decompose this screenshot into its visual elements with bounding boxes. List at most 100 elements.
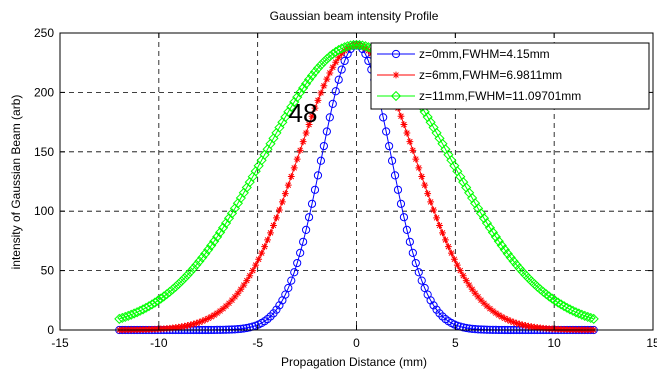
data-point — [439, 229, 446, 237]
data-point — [292, 92, 303, 103]
data-point — [357, 40, 368, 51]
data-point — [315, 59, 327, 71]
data-point — [114, 313, 125, 324]
y-tick-label: 150 — [34, 145, 54, 159]
data-point — [418, 173, 426, 180]
data-point — [402, 225, 412, 235]
data-point — [495, 311, 503, 319]
data-point — [293, 258, 302, 268]
data-point — [328, 99, 337, 108]
data-point — [490, 231, 501, 242]
data-point — [184, 322, 191, 329]
data-point — [164, 286, 175, 297]
data-point — [420, 283, 429, 293]
data-point — [504, 316, 512, 324]
data-point — [459, 272, 467, 280]
data-point — [544, 291, 555, 302]
data-point — [293, 155, 301, 163]
data-point — [310, 185, 320, 194]
data-point — [307, 199, 317, 208]
data-point — [299, 138, 307, 146]
data-point — [364, 47, 372, 55]
y-tick-label: 250 — [34, 26, 54, 40]
data-point — [284, 181, 292, 189]
data-point — [492, 309, 500, 317]
data-point — [178, 323, 185, 331]
data-point — [471, 289, 479, 297]
data-point — [252, 261, 260, 269]
data-point — [306, 70, 318, 81]
data-point — [300, 78, 312, 89]
data-point — [588, 313, 599, 324]
data-point — [276, 206, 283, 214]
data-point — [567, 305, 579, 316]
data-point — [558, 301, 570, 312]
data-point — [173, 278, 184, 290]
data-point — [582, 311, 593, 323]
data-point — [481, 217, 493, 229]
x-tick-label: -10 — [150, 336, 168, 350]
x-tick-label: 10 — [547, 336, 561, 350]
data-point — [340, 56, 349, 66]
data-point — [400, 121, 408, 128]
data-point — [278, 198, 286, 206]
data-point — [469, 198, 481, 209]
data-point — [194, 256, 205, 267]
data-point — [216, 307, 224, 315]
data-point — [187, 321, 194, 329]
data-point — [204, 314, 212, 322]
data-point — [406, 138, 414, 146]
data-point — [207, 313, 215, 321]
data-point — [313, 171, 323, 180]
data-point — [198, 317, 206, 325]
data-point — [360, 41, 371, 52]
data-point — [176, 276, 187, 287]
data-point — [397, 112, 405, 120]
data-point — [403, 129, 411, 137]
legend-box — [370, 42, 650, 110]
data-point — [522, 322, 529, 329]
data-point — [396, 199, 406, 208]
data-point — [465, 281, 473, 289]
data-point — [258, 249, 266, 257]
data-point — [298, 82, 309, 94]
data-point — [289, 96, 300, 108]
data-point — [323, 75, 331, 83]
data-point — [501, 314, 509, 322]
data-point — [430, 206, 437, 214]
data-point — [240, 281, 248, 289]
data-point — [181, 322, 188, 330]
x-axis-label: Propagation Distance (mm) — [281, 355, 427, 369]
data-point — [411, 258, 420, 268]
data-point — [462, 323, 471, 333]
data-point — [417, 276, 426, 285]
data-point — [311, 104, 319, 112]
data-point — [236, 324, 245, 333]
data-point — [390, 171, 400, 180]
data-point — [493, 236, 504, 247]
data-point — [239, 324, 248, 333]
data-point — [272, 305, 281, 314]
data-point — [393, 185, 403, 194]
data-point — [281, 290, 290, 299]
data-point — [409, 146, 417, 154]
data-point — [223, 213, 235, 224]
data-point — [486, 305, 494, 313]
data-point — [499, 244, 510, 255]
data-point — [314, 96, 322, 104]
data-point — [442, 236, 449, 244]
data-point — [468, 285, 476, 293]
data-point — [322, 127, 331, 136]
legend-label: z=6mm,FWHM=6.9811mm — [419, 68, 562, 82]
data-point — [555, 299, 567, 310]
data-point — [296, 248, 305, 257]
data-point — [561, 302, 573, 313]
data-point — [255, 255, 263, 263]
data-point — [190, 320, 197, 328]
data-point — [478, 213, 490, 224]
data-point — [152, 295, 163, 306]
data-point — [447, 249, 455, 257]
data-point — [246, 272, 254, 280]
data-point — [295, 87, 306, 98]
